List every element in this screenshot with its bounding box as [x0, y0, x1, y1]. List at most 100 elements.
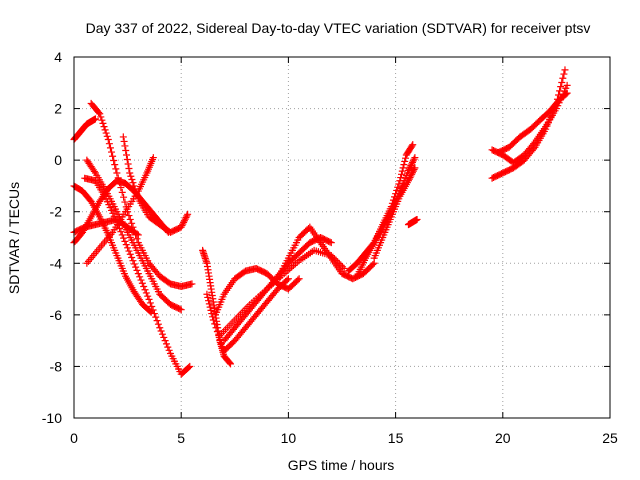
chart-title: Day 337 of 2022, Sidereal Day-to-day VTE…	[86, 20, 591, 36]
data-point	[97, 113, 105, 121]
data-point	[294, 276, 302, 284]
data-point	[98, 116, 106, 124]
data-point	[295, 275, 303, 283]
data-point	[558, 78, 566, 86]
data-point	[128, 219, 136, 227]
data-point	[144, 292, 152, 300]
data-point	[133, 230, 141, 238]
data-point	[181, 215, 189, 223]
data-point	[227, 360, 235, 368]
data-point	[408, 142, 416, 150]
data-point	[145, 295, 153, 303]
data-point	[204, 293, 212, 301]
data-point	[405, 165, 413, 173]
data-point	[542, 125, 550, 133]
data-point	[129, 179, 137, 187]
data-point	[208, 310, 216, 318]
plot-frame	[73, 56, 611, 419]
data-point	[120, 193, 128, 201]
data-point	[146, 307, 154, 315]
data-point	[326, 238, 334, 246]
series-track-v	[495, 89, 571, 156]
data-point	[121, 198, 129, 206]
data-point	[206, 303, 214, 311]
data-point	[561, 66, 569, 74]
data-point	[530, 145, 538, 153]
data-point	[118, 188, 126, 196]
data-point	[142, 289, 150, 297]
data-point	[284, 275, 292, 283]
data-point	[129, 257, 137, 265]
x-tick-label: 25	[602, 430, 618, 446]
data-point	[560, 70, 568, 78]
data-point	[102, 129, 110, 137]
data-point	[124, 160, 132, 168]
data-point	[411, 164, 419, 172]
data-point	[147, 308, 155, 316]
y-tick-label: 0	[54, 152, 62, 168]
y-tick-label: -8	[50, 358, 63, 374]
data-point	[133, 266, 141, 274]
data-point	[153, 317, 161, 325]
data-point	[180, 217, 188, 225]
data-point	[543, 122, 551, 130]
data-point	[96, 110, 104, 118]
data-point	[91, 115, 99, 123]
data-point	[113, 169, 121, 177]
data-point	[203, 290, 211, 298]
y-tick-label: -10	[42, 410, 62, 426]
data-point	[126, 169, 134, 177]
data-point	[213, 328, 221, 336]
data-point	[185, 363, 193, 371]
data-point	[160, 333, 168, 341]
series-track-h	[119, 133, 192, 236]
data-point	[406, 163, 414, 171]
data-point	[205, 300, 213, 308]
data-point	[180, 218, 188, 226]
data-point	[182, 214, 190, 222]
data-point	[118, 231, 126, 239]
data-point	[409, 141, 417, 149]
data-point	[111, 161, 119, 169]
data-point	[397, 170, 405, 178]
data-point	[184, 210, 192, 218]
x-tick-label: 5	[177, 430, 185, 446]
series-track-u	[488, 66, 569, 182]
data-point	[146, 299, 154, 307]
data-point	[133, 192, 141, 200]
data-point	[164, 343, 172, 351]
data-point	[131, 185, 139, 193]
series-track-n	[216, 246, 348, 339]
data-point	[119, 133, 127, 141]
data-point	[136, 273, 144, 281]
data-point	[124, 244, 132, 252]
data-point	[122, 241, 130, 249]
x-tick-label: 0	[70, 430, 78, 446]
data-point	[405, 175, 413, 183]
data-point	[177, 223, 185, 231]
data-point	[141, 286, 149, 294]
data-point	[183, 212, 191, 220]
data-point	[132, 263, 140, 271]
data-point	[556, 87, 564, 95]
data-point	[209, 316, 217, 324]
x-tick-labels: 0 5 10 15 20 25	[70, 430, 618, 446]
y-tick-label: 2	[54, 101, 62, 117]
series-track-s	[404, 215, 421, 229]
data-point	[340, 264, 348, 272]
data-point	[408, 170, 416, 178]
data-point	[106, 144, 114, 152]
x-axis-label: GPS time / hours	[288, 457, 395, 473]
data-point	[108, 148, 116, 156]
data-point	[400, 161, 408, 169]
data-point	[410, 155, 418, 163]
data-point	[226, 359, 234, 367]
data-point	[408, 169, 416, 177]
data-point	[212, 324, 220, 332]
data-point	[138, 279, 146, 287]
data-point	[130, 182, 138, 190]
data-point	[149, 154, 157, 162]
data-point	[283, 276, 291, 284]
data-point	[207, 306, 215, 314]
